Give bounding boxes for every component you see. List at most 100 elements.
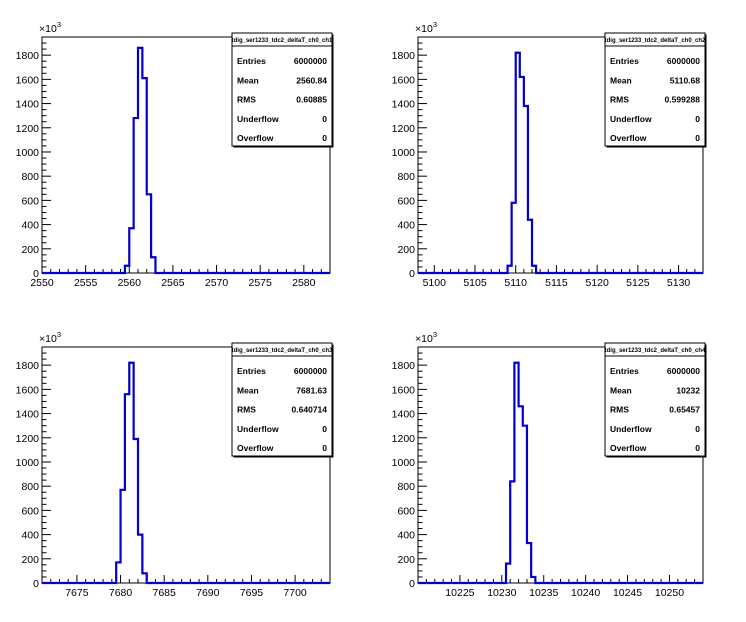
y-tick-label: 600 <box>21 505 39 517</box>
x-tick-label: 7695 <box>240 587 264 599</box>
stats-key: Overflow <box>237 133 274 143</box>
x-tick-label: 2550 <box>30 277 54 289</box>
y-tick-label: 1200 <box>392 123 416 135</box>
y-tick-label: 0 <box>33 578 39 590</box>
stats-key: Entries <box>610 56 639 66</box>
stats-value: 0 <box>322 443 327 453</box>
stats-key: Underflow <box>610 114 652 124</box>
stats-key: Mean <box>237 75 259 85</box>
y-tick-label: 200 <box>21 554 39 566</box>
stats-value: 7681.63 <box>296 385 327 395</box>
stats-title: tdig_ser1233_tdc2_deltaT_ch0_ch4 <box>605 348 706 354</box>
stats-key: Mean <box>610 385 632 395</box>
x-tick-label: 10245 <box>613 587 642 599</box>
y-multiplier-label: ×103 <box>39 20 61 35</box>
y-tick-label: 200 <box>397 244 415 256</box>
y-tick-label: 400 <box>21 220 39 232</box>
stats-key: RMS <box>237 405 256 415</box>
x-tick-label: 10230 <box>487 587 516 599</box>
stats-value: 0 <box>695 424 700 434</box>
x-tick-label: 7680 <box>109 587 133 599</box>
histogram-outline <box>42 361 330 585</box>
stats-value: 0 <box>322 114 327 124</box>
stats-value: 0.640714 <box>292 405 328 415</box>
stats-key: RMS <box>237 95 256 105</box>
stats-value: 6000000 <box>667 56 700 66</box>
y-tick-label: 1600 <box>16 384 40 396</box>
y-tick-label: 600 <box>21 195 39 207</box>
histogram-panel: 0 200 400 600 800 1000 1200 1400 1600 1800 2550 255… <box>16 20 334 289</box>
y-tick-label: 1800 <box>392 360 416 372</box>
y-tick-label: 0 <box>409 268 415 280</box>
stats-key: Mean <box>237 385 259 395</box>
x-tick-label: 10225 <box>445 587 474 599</box>
x-tick-label: 7700 <box>283 587 307 599</box>
stats-key: Overflow <box>610 133 647 143</box>
y-tick-label: 800 <box>21 171 39 183</box>
y-tick-label: 1400 <box>16 99 40 111</box>
histogram-outline <box>42 46 330 275</box>
y-tick-label: 1000 <box>392 147 416 159</box>
stats-value: 0 <box>322 424 327 434</box>
stats-key: Underflow <box>610 424 652 434</box>
y-tick-label: 1000 <box>392 457 416 469</box>
y-tick-label: 600 <box>397 505 415 517</box>
stats-key: Overflow <box>610 443 647 453</box>
stats-box <box>231 342 333 457</box>
x-tick-label: 5105 <box>463 277 487 289</box>
y-tick-label: 1600 <box>392 74 416 86</box>
x-tick-label: 5125 <box>626 277 650 289</box>
y-tick-label: 1600 <box>392 384 416 396</box>
x-tick-label: 10235 <box>529 587 558 599</box>
stats-key: RMS <box>610 95 629 105</box>
stats-value: 6000000 <box>294 56 327 66</box>
x-tick-label: 10240 <box>571 587 600 599</box>
histogram-outline <box>418 361 703 585</box>
y-tick-label: 0 <box>33 268 39 280</box>
y-tick-label: 1200 <box>16 123 40 135</box>
x-tick-label: 2565 <box>161 277 185 289</box>
histogram-outline <box>418 51 703 275</box>
y-tick-label: 1000 <box>16 147 40 159</box>
stats-value: 0.65457 <box>669 405 700 415</box>
y-tick-label: 1400 <box>392 409 416 421</box>
x-tick-label: 10250 <box>655 587 684 599</box>
y-multiplier-label: ×103 <box>39 330 61 345</box>
y-multiplier-label: ×103 <box>415 20 437 35</box>
stats-title: tdig_ser1233_tdc2_deltaT_ch0_ch3 <box>232 348 333 354</box>
y-tick-label: 1200 <box>392 433 416 445</box>
stats-key: Mean <box>610 75 632 85</box>
x-tick-label: 2555 <box>74 277 98 289</box>
x-tick-label: 2580 <box>292 277 316 289</box>
y-multiplier-exponent: 3 <box>57 330 61 339</box>
y-tick-label: 400 <box>397 530 415 542</box>
y-multiplier-exponent: 3 <box>57 20 61 29</box>
y-tick-label: 1600 <box>16 74 40 86</box>
stats-key: Overflow <box>237 443 274 453</box>
stats-value: 6000000 <box>294 366 327 376</box>
x-tick-label: 5120 <box>585 277 609 289</box>
stats-key: Entries <box>610 366 639 376</box>
stats-key: Entries <box>237 366 266 376</box>
stats-value: 2560.84 <box>296 75 327 85</box>
x-tick-label: 2570 <box>205 277 229 289</box>
y-multiplier-label: ×103 <box>415 330 437 345</box>
y-multiplier-exponent: 3 <box>433 20 437 29</box>
stats-box <box>231 32 333 147</box>
stats-value: 0 <box>322 133 327 143</box>
x-tick-label: 5110 <box>504 277 527 289</box>
y-tick-label: 800 <box>21 481 39 493</box>
stats-key: RMS <box>610 405 629 415</box>
stats-key: Underflow <box>237 424 279 434</box>
y-tick-label: 200 <box>21 244 39 256</box>
stats-value: 0.60885 <box>296 95 327 105</box>
y-tick-label: 0 <box>409 578 415 590</box>
y-tick-label: 800 <box>397 481 415 493</box>
stats-key: Underflow <box>237 114 279 124</box>
y-tick-label: 200 <box>397 554 415 566</box>
stats-value: 5110.68 <box>670 75 701 85</box>
y-tick-label: 1800 <box>16 360 40 372</box>
histogram-panel: 0 200 400 600 800 1000 1200 1400 1600 1800 10225 10… <box>392 330 707 599</box>
stats-box <box>604 342 706 457</box>
x-tick-label: 5100 <box>423 277 447 289</box>
